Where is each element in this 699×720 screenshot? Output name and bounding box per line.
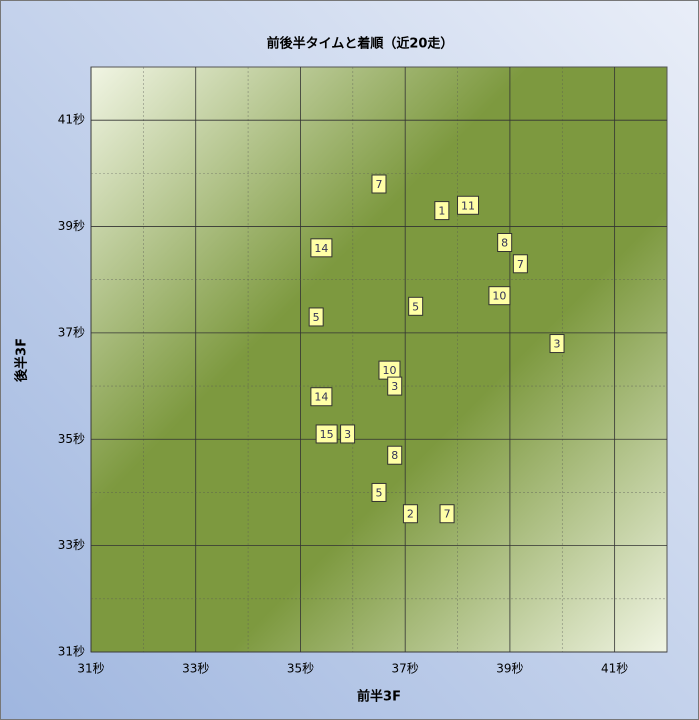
point-label: 8 <box>501 237 508 250</box>
x-axis-title: 前半3F <box>357 689 401 705</box>
point-marker <box>497 233 513 252</box>
point-label: 3 <box>344 428 351 441</box>
x-tick-label: 39秒 <box>496 662 523 676</box>
point-label: 5 <box>313 311 320 324</box>
point-marker <box>457 195 480 215</box>
y-tick-label: 33秒 <box>58 538 85 552</box>
point-marker <box>371 174 387 194</box>
point-marker <box>387 376 403 396</box>
point-label: 3 <box>391 380 398 393</box>
point-label: 10 <box>382 364 396 377</box>
x-tick-label: 35秒 <box>287 662 314 676</box>
y-tick-label: 35秒 <box>58 432 85 446</box>
point-marker <box>439 504 455 524</box>
point-label: 15 <box>320 428 334 441</box>
point-marker <box>549 334 565 354</box>
y-tick-label: 37秒 <box>58 325 85 339</box>
x-tick-label: 33秒 <box>182 662 209 676</box>
point-marker <box>315 424 338 444</box>
point-label: 14 <box>314 242 328 255</box>
point-label: 1 <box>438 205 445 218</box>
point-marker <box>371 482 387 502</box>
point-marker <box>310 387 333 407</box>
point-label: 7 <box>517 258 524 271</box>
point-marker <box>308 307 324 327</box>
y-axis-title: 後半3F <box>14 338 30 382</box>
x-tick-label: 31秒 <box>77 662 104 676</box>
point-marker <box>408 296 424 316</box>
plot-area <box>90 66 668 653</box>
point-label: 8 <box>391 449 398 462</box>
point-label: 11 <box>461 199 475 212</box>
y-tick-label: 41秒 <box>58 113 85 127</box>
y-tick-label: 39秒 <box>58 219 85 233</box>
point-marker <box>402 504 418 524</box>
point-label: 5 <box>412 300 419 313</box>
point-label: 3 <box>554 338 561 351</box>
point-marker <box>488 286 511 306</box>
point-marker <box>340 424 356 444</box>
point-label: 2 <box>407 508 414 521</box>
point-marker <box>387 445 403 465</box>
point-label: 7 <box>444 508 451 521</box>
point-marker <box>434 201 450 221</box>
point-label: 7 <box>376 178 383 191</box>
point-marker <box>310 238 333 258</box>
y-tick-label: 31秒 <box>58 645 85 659</box>
point-marker <box>512 254 528 274</box>
x-tick-label: 37秒 <box>392 662 419 676</box>
point-label: 14 <box>314 391 328 404</box>
point-label: 5 <box>376 486 383 499</box>
chart-title: 前後半タイムと着順（近20走） <box>267 36 454 52</box>
x-tick-label: 41秒 <box>601 662 628 676</box>
point-label: 10 <box>492 290 506 303</box>
